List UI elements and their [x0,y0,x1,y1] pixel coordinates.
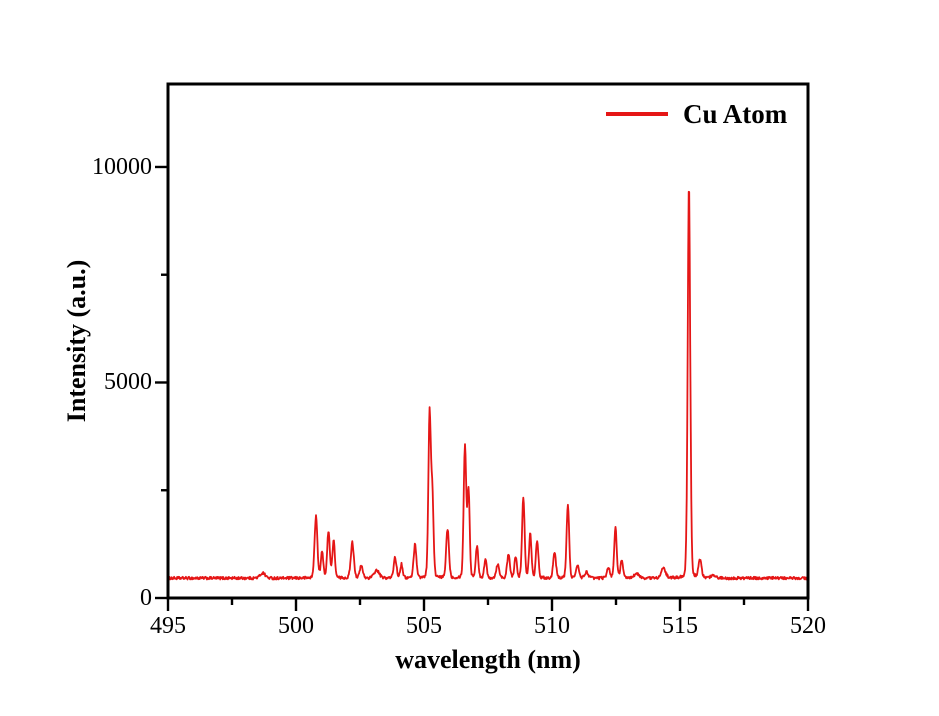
y-tick-label: 0 [140,585,152,611]
y-tick-label: 5000 [104,369,152,396]
y-tick-label: 10000 [92,153,152,180]
x-tick-label: 495 [150,613,186,639]
legend-label: Cu Atom [683,99,788,129]
x-tick-label: 500 [278,613,314,639]
legend-line-swatch [606,112,668,116]
x-tick-label: 515 [662,613,698,639]
plot-frame [166,82,810,600]
legend: Cu Atom [606,99,787,129]
x-tick-label: 520 [790,613,826,639]
spectrum-trace [167,190,809,581]
y-axis-title: Intensity (a.u.) [62,259,91,423]
x-tick-label: 505 [406,613,442,639]
x-axis-title: wavelength (nm) [395,645,581,674]
x-tick-label: 510 [534,613,570,639]
